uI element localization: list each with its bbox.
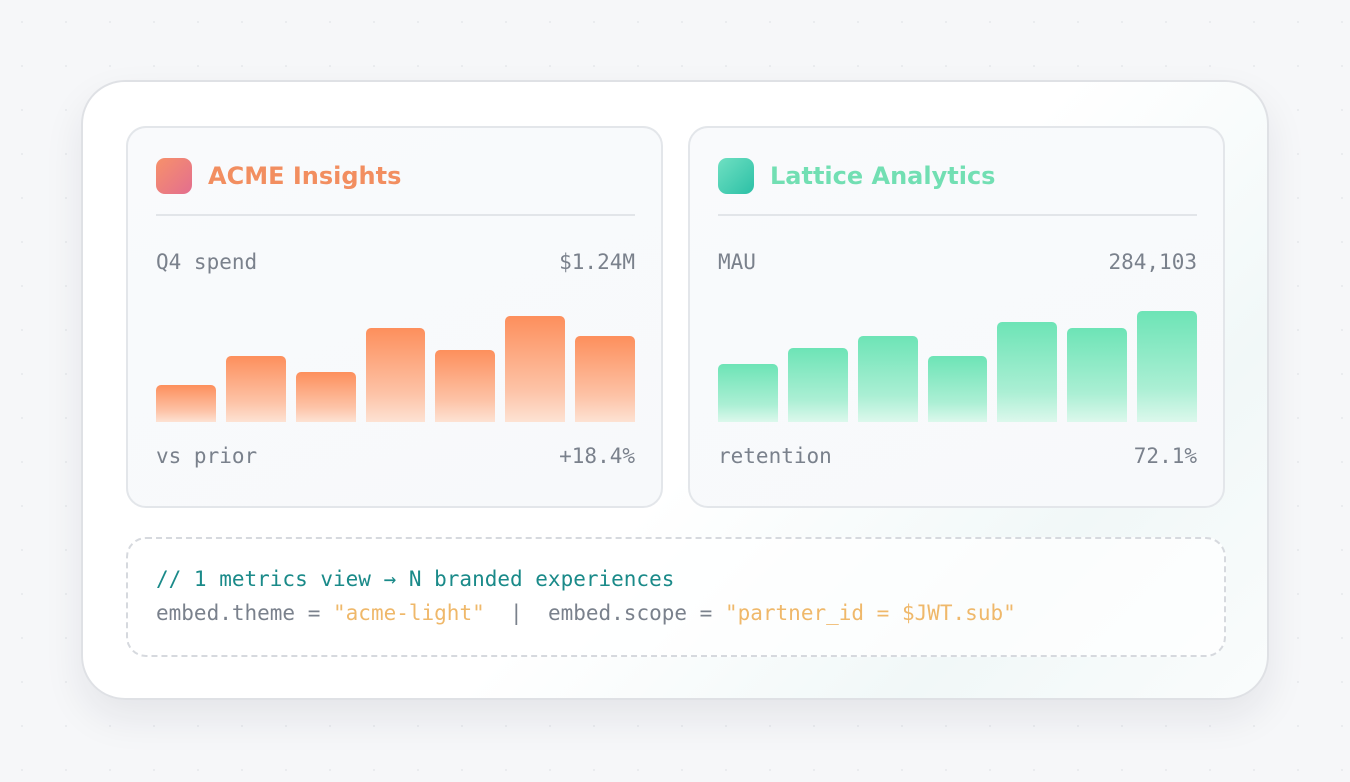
brand-name: ACME Insights <box>208 162 402 190</box>
primary-metric: MAU 284,103 <box>718 250 1197 274</box>
acme-logo-icon <box>156 158 192 194</box>
code-comment: // 1 metrics view → N branded experience… <box>156 567 675 591</box>
chart-bar <box>927 355 988 422</box>
chart-bar <box>575 335 635 422</box>
lattice-analytics-card: Lattice Analytics MAU 284,103 retention … <box>688 126 1225 508</box>
divider <box>718 214 1197 216</box>
config-code-box: // 1 metrics view → N branded experience… <box>126 537 1226 657</box>
chart-bar <box>1137 311 1197 422</box>
chart-bar <box>718 364 778 422</box>
chart-bar <box>505 315 566 422</box>
footer-label: retention <box>718 444 832 468</box>
bar-chart <box>718 304 1197 422</box>
theme-value: "acme-light" <box>333 601 485 625</box>
chart-bar <box>225 355 286 422</box>
chart-bar <box>997 321 1058 422</box>
chart-bar <box>295 372 356 422</box>
chart-bar <box>1067 327 1128 422</box>
chart-bar <box>857 335 918 422</box>
metric-label: MAU <box>718 250 756 274</box>
scope-value: "partner_id = $JWT.sub" <box>724 601 1016 625</box>
footer-metric: retention 72.1% <box>718 444 1197 468</box>
scope-key: embed.scope = <box>547 601 725 625</box>
footer-value: +18.4% <box>559 444 635 468</box>
metric-value: $1.24M <box>559 250 635 274</box>
chart-bar <box>365 327 426 422</box>
chart-bar <box>787 347 848 422</box>
lattice-logo-icon <box>718 158 754 194</box>
acme-insights-card: ACME Insights Q4 spend $1.24M vs prior +… <box>126 126 663 508</box>
brand-name: Lattice Analytics <box>770 162 996 190</box>
brand-header: Lattice Analytics <box>718 158 1198 194</box>
metric-value: 284,103 <box>1108 250 1197 274</box>
code-config-line: embed.theme = "acme-light" | embed.scope… <box>156 601 1016 625</box>
primary-metric: Q4 spend $1.24M <box>156 250 635 274</box>
footer-value: 72.1% <box>1133 444 1197 468</box>
theme-key: embed.theme = <box>156 601 334 625</box>
footer-metric: vs prior +18.4% <box>156 444 635 468</box>
chart-bar <box>435 350 496 422</box>
footer-label: vs prior <box>156 444 258 468</box>
bar-chart <box>156 304 635 422</box>
brand-header: ACME Insights <box>156 158 636 194</box>
chart-bar <box>156 385 216 422</box>
separator: | <box>484 601 548 625</box>
metric-label: Q4 spend <box>156 250 258 274</box>
divider <box>156 214 635 216</box>
